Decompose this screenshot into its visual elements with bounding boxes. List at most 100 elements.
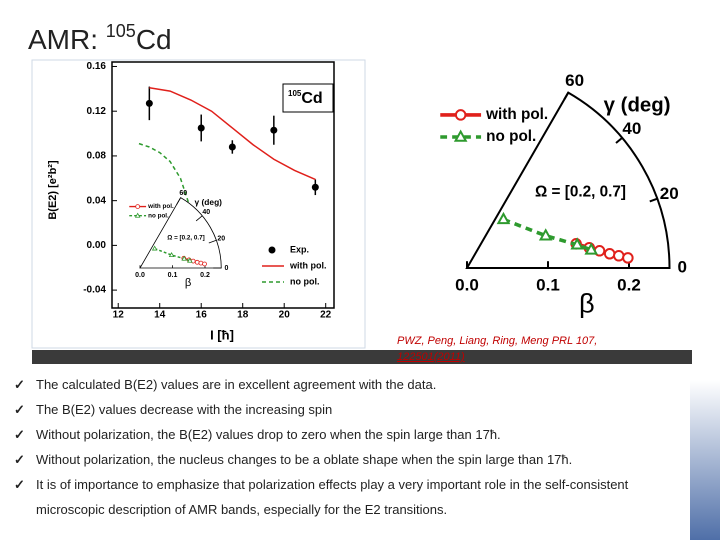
data-point	[622, 252, 634, 264]
x-tick-label: 18	[237, 310, 249, 321]
x-tick-label: 20	[279, 310, 291, 321]
decoration	[690, 380, 720, 540]
slide-title: AMR: 105Cd	[28, 21, 172, 56]
r-tick-label: 0.1	[168, 272, 178, 279]
annotation: Ω = [0.2, 0.7]	[167, 234, 204, 241]
x-tick-label: 22	[320, 310, 332, 321]
theta-tick	[615, 137, 623, 144]
bullet: ✓ The B(E2) values decrease with the incr…	[14, 397, 684, 422]
data-point	[145, 99, 153, 107]
data-point	[570, 237, 584, 250]
bullet: ✓ The calculated B(E2) values are in exce…	[14, 372, 684, 397]
bullet: ✓ Without polarization, the B(E2) values …	[14, 422, 684, 447]
data-point	[270, 126, 278, 134]
check-icon: ✓	[14, 452, 25, 467]
annotation-text: Cd	[301, 90, 322, 107]
r-tick-label: 0.2	[200, 272, 210, 279]
theta-tick-label: 0	[225, 265, 229, 272]
data-point	[311, 183, 319, 191]
theta-tick	[195, 215, 203, 222]
strip	[32, 350, 692, 364]
legend-label: with pol.	[485, 106, 548, 123]
data-point	[197, 124, 205, 132]
legend-marker	[135, 204, 141, 209]
data-point	[202, 261, 207, 267]
title-superscript: 105	[106, 21, 136, 41]
data-point	[613, 250, 625, 262]
series-line	[138, 142, 192, 210]
legend-label: with pol.	[147, 203, 174, 210]
title-element: Cd	[136, 24, 172, 55]
bullet-text: The B(E2) values decrease with the incre…	[36, 402, 333, 417]
data-point	[603, 248, 616, 260]
theta-tick	[649, 197, 658, 203]
annotation-box	[282, 83, 334, 113]
title-text: AMR:	[28, 24, 106, 55]
annotation: Ω = [0.2, 0.7]	[535, 184, 626, 201]
theta-tick-label: 60	[565, 71, 584, 90]
theta-tick-label: 40	[202, 209, 210, 216]
theta-tick-label: 20	[660, 184, 679, 203]
plot-frame	[111, 61, 335, 309]
theta-axis-label: γ (deg)	[195, 197, 223, 207]
r-tick-label: 0.1	[536, 275, 560, 294]
y-tick-label: 0.04	[87, 195, 107, 206]
bullet-text: Without polarization, the B(E2) values d…	[36, 427, 501, 442]
citation-line: 122501(2011)	[397, 351, 465, 363]
data-point	[228, 143, 236, 151]
legend-label: no pol.	[148, 212, 169, 219]
legend-marker	[453, 129, 468, 142]
check-icon: ✓	[14, 477, 25, 492]
data-point	[181, 255, 187, 261]
theta-tick-label: 0	[678, 257, 687, 276]
data-point	[187, 257, 193, 263]
check-icon: ✓	[14, 377, 25, 392]
citation: PWZ, Peng, Liang, Ring, Meng PRL 107,	[397, 331, 597, 351]
theta-tick	[176, 197, 181, 205]
bullet-text: It is of importance to emphasize that po…	[36, 477, 629, 517]
data-point	[538, 228, 553, 241]
r-tick-label: 0.2	[617, 275, 641, 294]
data-point	[584, 242, 599, 255]
legend-marker	[134, 212, 141, 218]
theta-tick	[208, 239, 217, 244]
annotation: 105Cd	[288, 89, 323, 107]
legend-label: no pol.	[486, 128, 536, 145]
y-tick-label: 0.08	[87, 151, 107, 162]
legend-marker	[454, 109, 467, 121]
x-tick-label: 16	[196, 310, 208, 321]
y-tick-label: 0.00	[87, 240, 107, 251]
x-axis-label: I [ħ]	[210, 327, 234, 342]
series-line	[154, 247, 191, 262]
theta-tick-label: 20	[217, 235, 225, 242]
series-line	[149, 86, 316, 181]
r-axis-label: β	[185, 277, 191, 289]
y-tick-label: -0.04	[83, 285, 106, 296]
legend-label: Exp.	[290, 244, 309, 254]
legend-label: with pol.	[289, 260, 327, 270]
x-tick-label: 14	[154, 310, 166, 321]
r-tick-label: 0.0	[455, 275, 479, 294]
y-tick-label: 0.12	[87, 106, 107, 117]
legend-label: no pol.	[290, 276, 320, 286]
y-axis-label: B(E2) [e²b²]	[47, 160, 59, 220]
bullet: ✓ Without polarization, the nucleus chang…	[14, 447, 684, 472]
data-point	[151, 245, 158, 251]
check-icon: ✓	[14, 427, 25, 442]
r-axis-label: β	[579, 287, 595, 318]
theta-tick	[563, 92, 570, 101]
bullet: ✓ It is of importance to emphasize that p…	[14, 472, 684, 522]
bullet-list: ✓ The calculated B(E2) values are in exce…	[14, 372, 684, 522]
data-point	[168, 251, 175, 257]
legend-marker	[268, 246, 276, 254]
polar-chart: 0 20 40 60 0.0 0.1 0.2 β γ (deg) Ω = [0.2, 0.7] wi…	[440, 71, 687, 318]
check-icon: ✓	[14, 402, 25, 417]
polar-chart: 0 20 40 60 0.0 0.1 0.2 β γ (deg) Ω = [0.2, 0.7] wi…	[129, 190, 229, 289]
r-tick-label: 0.0	[135, 272, 145, 279]
data-point	[496, 211, 511, 225]
series-line	[502, 217, 592, 252]
bullet-text: Without polarization, the nucleus change…	[36, 452, 573, 467]
theta-axis-label: γ (deg)	[604, 94, 671, 116]
